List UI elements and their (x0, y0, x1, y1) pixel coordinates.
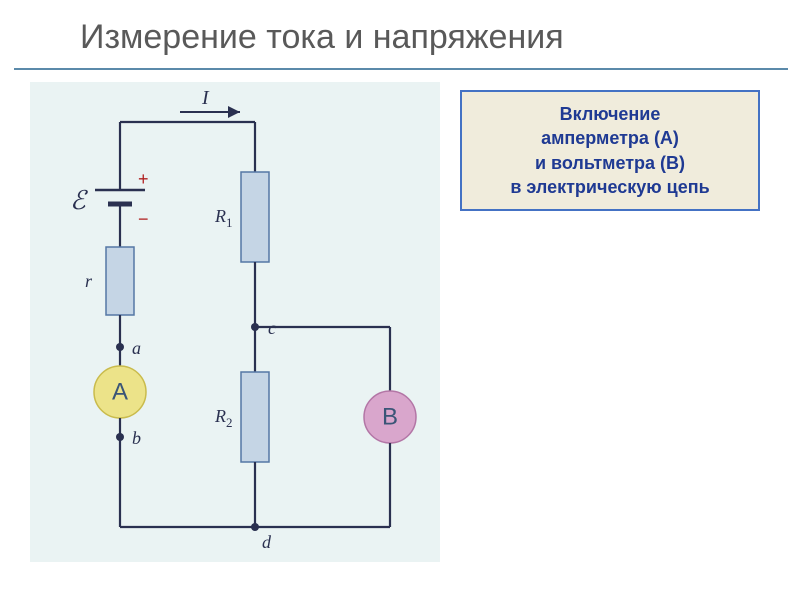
label-R2: R2 (214, 406, 233, 430)
label-emf: ℰ (70, 186, 88, 215)
info-line-2: амперметра (А) (470, 126, 750, 150)
title-underline (14, 68, 788, 70)
polarity-minus: − (138, 209, 149, 229)
info-box: Включение амперметра (А) и вольтметра (В… (460, 90, 760, 211)
ammeter-label: А (112, 379, 128, 406)
resistor-R2 (241, 372, 269, 462)
label-R1: R1 (214, 206, 233, 230)
label-d: d (262, 532, 272, 552)
circuit-svg: I ℰ + − r a А b R1 (30, 82, 440, 562)
label-I: I (201, 87, 210, 109)
info-line-1: Включение (470, 102, 750, 126)
info-line-3: и вольтметра (В) (470, 151, 750, 175)
page-title: Измерение тока и напряжения (80, 18, 564, 57)
current-arrow-head (228, 106, 240, 118)
label-a: a (132, 338, 141, 358)
label-r: r (85, 271, 93, 291)
polarity-plus: + (138, 169, 149, 189)
resistor-r (106, 247, 134, 315)
label-b: b (132, 428, 141, 448)
voltmeter-label: В (382, 404, 398, 431)
resistor-R1 (241, 172, 269, 262)
info-line-4: в электрическую цепь (470, 175, 750, 199)
circuit-diagram: I ℰ + − r a А b R1 (30, 82, 440, 562)
